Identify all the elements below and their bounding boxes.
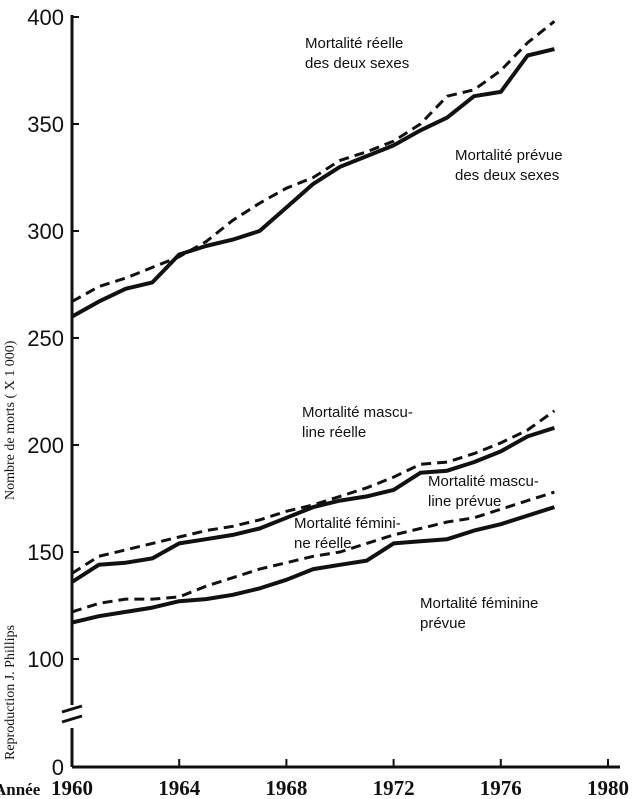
x-axis-prefix-label: Année bbox=[0, 780, 41, 799]
annotation-line: line réelle bbox=[302, 424, 366, 441]
y-tick-label: 150 bbox=[27, 540, 64, 565]
series-line-3 bbox=[70, 425, 556, 584]
series-line-5 bbox=[71, 505, 556, 625]
annotation-line: Mortalité mascu- bbox=[302, 404, 413, 421]
axes bbox=[61, 15, 620, 769]
credit-label: Reproduction J. Phillips bbox=[3, 625, 18, 760]
annotation-label: Mortalité fémini-ne réelle bbox=[294, 515, 401, 552]
annotation-label: Mortalité mascu-line réelle bbox=[302, 404, 413, 441]
annotation-line: Mortalité féminine bbox=[420, 595, 538, 612]
x-tick-label: 1980 bbox=[587, 776, 629, 799]
annotation-line: line prévue bbox=[428, 493, 501, 510]
y-axis-ticks: 0 100 150 200 250 300 350 400 bbox=[27, 5, 79, 780]
annotation-line: prévue bbox=[420, 615, 466, 632]
annotation-label: Mortalité mascu-line prévue bbox=[428, 473, 539, 510]
y-tick-label: 0 bbox=[52, 755, 64, 780]
annotation-line: des deux sexes bbox=[305, 55, 409, 72]
series-line-6 bbox=[71, 490, 555, 614]
x-tick-label: 1960 bbox=[51, 776, 93, 799]
x-axis-ticks: 1960 1964 1968 1972 1976 1980 bbox=[51, 759, 629, 799]
series-line-1 bbox=[71, 47, 555, 319]
x-tick-label: 1968 bbox=[265, 776, 307, 799]
series-lines bbox=[70, 20, 556, 625]
annotation-label: Mortalité féminine prévue bbox=[420, 595, 538, 632]
x-tick-label: 1976 bbox=[480, 776, 522, 799]
y-axis-label: Nombre de morts ( X 1 000) bbox=[3, 340, 18, 500]
annotation-line: des deux sexes bbox=[455, 167, 559, 184]
series-line-4 bbox=[71, 409, 556, 575]
x-tick-label: 1964 bbox=[158, 776, 201, 799]
series-line-2 bbox=[71, 20, 556, 303]
axis-break-mark bbox=[61, 704, 83, 724]
x-tick-label: 1972 bbox=[373, 776, 415, 799]
y-tick-label: 350 bbox=[27, 112, 64, 137]
annotation-line: Mortalité mascu- bbox=[428, 473, 539, 490]
annotation-line: Mortalité fémini- bbox=[294, 515, 401, 532]
annotation-line: Mortalité réelle bbox=[305, 35, 403, 52]
y-tick-label: 400 bbox=[27, 5, 64, 30]
annotation-label: Mortalité réelle des deux sexes bbox=[305, 35, 409, 72]
y-tick-label: 100 bbox=[27, 647, 64, 672]
annotation-label: Mortalité prévue des deux sexes bbox=[455, 147, 563, 184]
y-tick-label: 300 bbox=[27, 219, 64, 244]
y-tick-label: 250 bbox=[27, 326, 64, 351]
y-tick-label: 200 bbox=[27, 433, 64, 458]
annotation-line: Mortalité prévue bbox=[455, 147, 563, 164]
annotations: Mortalité réelle des deux sexesMortalité … bbox=[294, 35, 563, 632]
annotation-line: ne réelle bbox=[294, 535, 352, 552]
